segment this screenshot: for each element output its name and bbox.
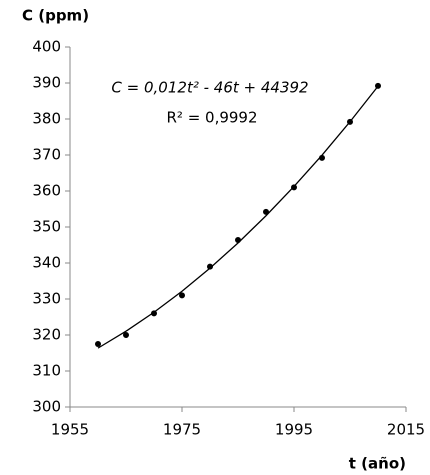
data-point bbox=[375, 82, 381, 89]
y-tick-label: 340 bbox=[32, 254, 61, 272]
y-tick-label: 390 bbox=[32, 74, 61, 92]
y-tick-label: 380 bbox=[32, 110, 61, 128]
data-point bbox=[347, 118, 353, 125]
x-tick-label: 2015 bbox=[387, 421, 425, 439]
y-tick-label: 330 bbox=[32, 290, 61, 308]
trendline bbox=[97, 85, 379, 349]
y-axis-title: C (ppm) bbox=[22, 7, 89, 25]
y-tick-label: 300 bbox=[32, 398, 61, 416]
data-point bbox=[291, 184, 297, 191]
data-point bbox=[123, 332, 129, 338]
data-point bbox=[235, 236, 241, 243]
x-axis-title: t (año) bbox=[349, 455, 406, 473]
data-point bbox=[151, 310, 157, 317]
data-point bbox=[207, 263, 213, 270]
data-point bbox=[95, 341, 101, 347]
x-tick-label: 1975 bbox=[163, 421, 201, 439]
r-squared: R² = 0,9992 bbox=[166, 109, 257, 127]
y-tick-label: 310 bbox=[32, 362, 61, 380]
y-tick-label: 370 bbox=[32, 146, 61, 164]
y-tick-label: 350 bbox=[32, 218, 61, 236]
data-point bbox=[179, 292, 185, 299]
x-tick-label: 1955 bbox=[51, 421, 89, 439]
y-tick-label: 320 bbox=[32, 326, 61, 344]
x-tick-label: 1995 bbox=[275, 421, 313, 439]
y-tick-label: 360 bbox=[32, 182, 61, 200]
y-tick-label: 400 bbox=[32, 38, 61, 56]
data-point bbox=[319, 154, 325, 161]
data-point bbox=[263, 208, 269, 215]
equation: C = 0,012t² - 46t + 44392 bbox=[111, 79, 308, 97]
